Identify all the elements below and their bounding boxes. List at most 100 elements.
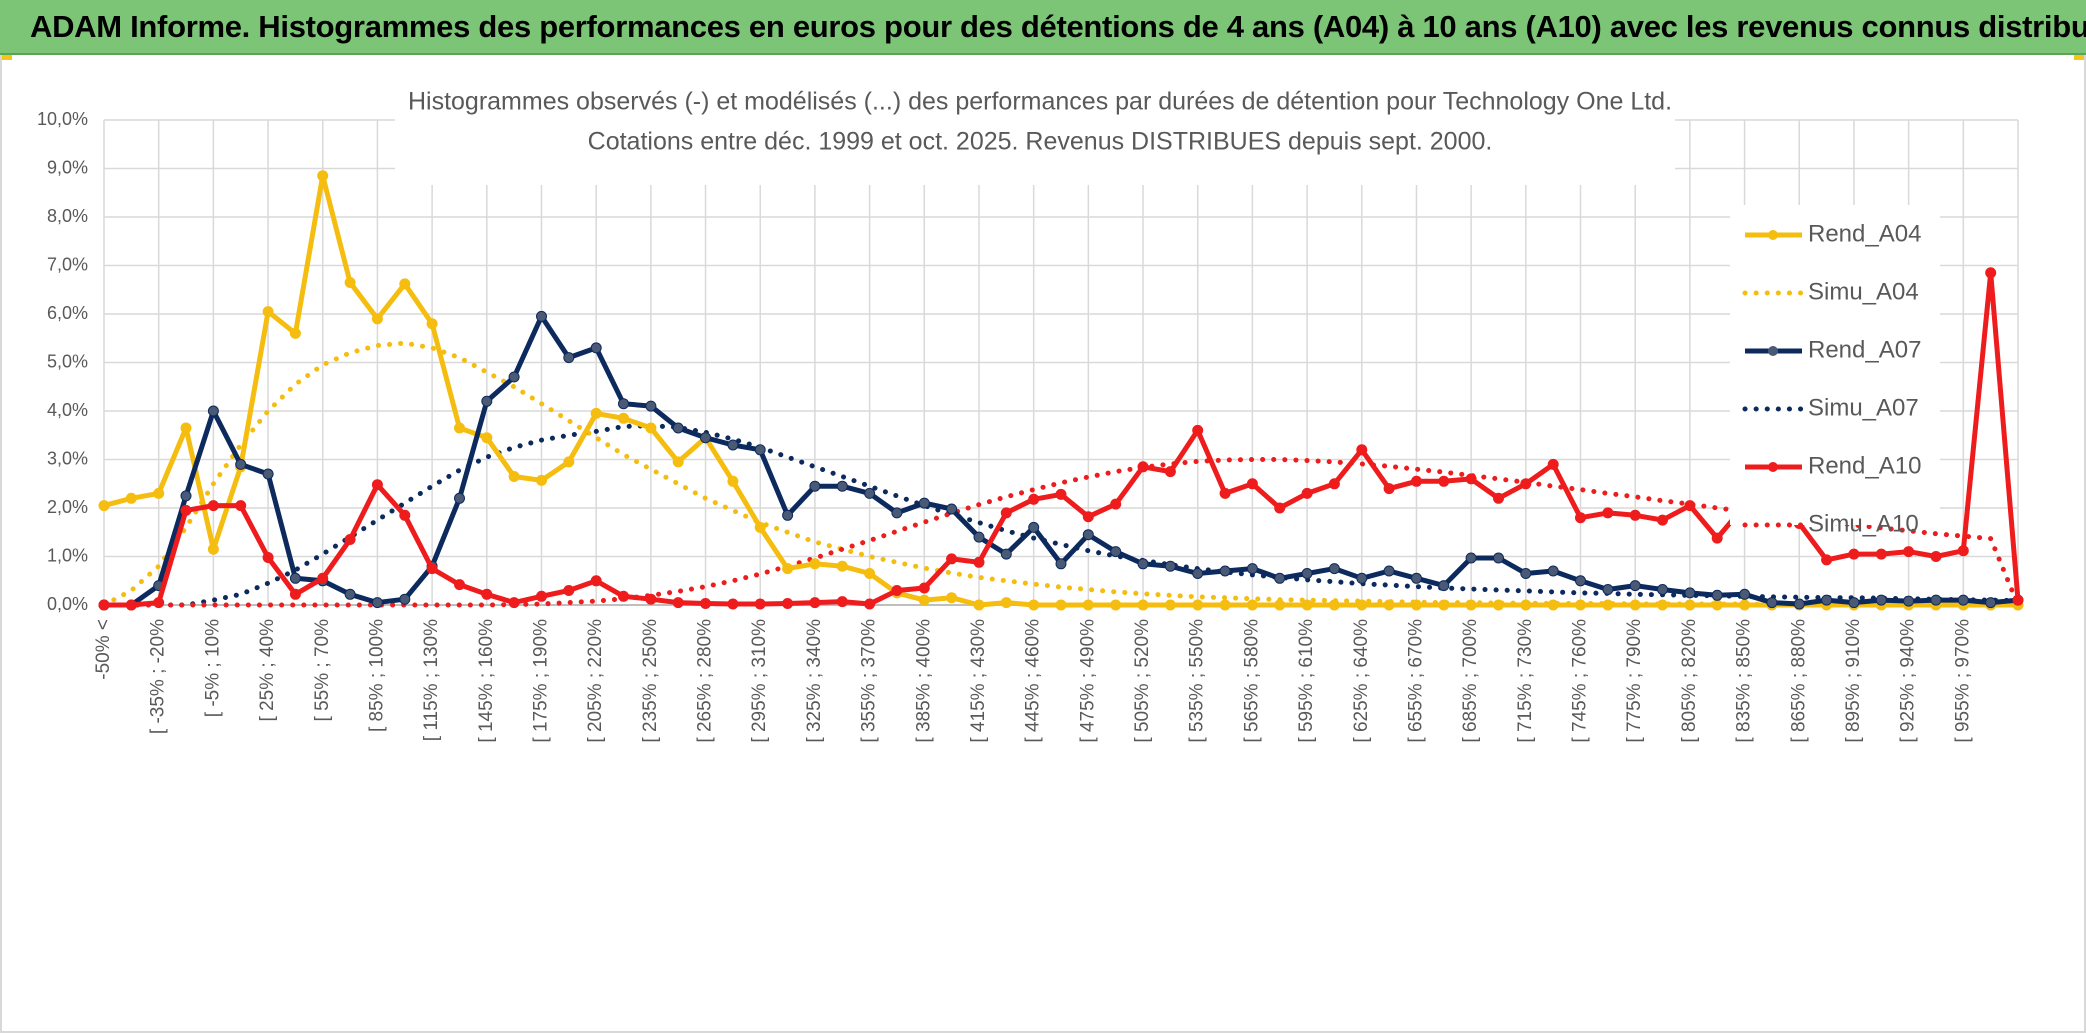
series-line: [101, 340, 2021, 608]
data-point: [1602, 507, 1614, 519]
data-point: [590, 407, 602, 419]
data-point: [1684, 599, 1696, 611]
data-point: [1493, 492, 1504, 504]
series-rend-a07: [98, 310, 2024, 611]
data-point: [1985, 597, 1997, 609]
data-point: [1602, 599, 1614, 611]
data-point: [1493, 599, 1504, 611]
data-point: [1110, 546, 1122, 558]
data-point: [700, 598, 711, 609]
data-point: [727, 598, 739, 610]
data-point: [1739, 599, 1751, 611]
data-point: [125, 599, 137, 611]
data-point: [1465, 552, 1477, 564]
x-tick-label: [ 325% ; 340%: [804, 619, 825, 743]
x-tick-label: [ 85% ; 100%: [366, 619, 387, 732]
data-point: [125, 492, 137, 504]
data-point: [1328, 599, 1340, 611]
data-point: [1356, 572, 1368, 584]
data-point: [1110, 599, 1122, 611]
data-point: [153, 487, 165, 499]
data-point: [973, 599, 985, 611]
data-point: [563, 352, 575, 364]
data-point: [1301, 568, 1313, 579]
data-point: [1000, 548, 1012, 560]
legend-label: Simu_A04: [1808, 278, 1919, 305]
data-point: [1219, 565, 1231, 577]
data-point: [1520, 599, 1532, 611]
y-tick-label: 10,0%: [37, 109, 88, 129]
data-point: [1520, 568, 1532, 579]
x-tick-label: [ 385% ; 400%: [913, 619, 934, 743]
data-point: [1547, 565, 1559, 577]
data-point: [1821, 554, 1833, 566]
legend-marker: [1768, 230, 1778, 240]
chart-title: Histogrammes observés (-) et modélisés (…: [408, 88, 1672, 116]
data-point: [1438, 475, 1450, 487]
x-tick-label: [ 235% ; 250%: [640, 619, 661, 743]
series-rend-a04: [98, 170, 2024, 611]
legend-label: Simu_A07: [1808, 394, 1919, 421]
legend-item: Rend_A07: [1745, 336, 1921, 363]
data-point: [1082, 529, 1094, 541]
data-point: [1411, 572, 1422, 584]
data-point: [1164, 466, 1176, 478]
data-point: [536, 310, 547, 322]
data-point: [1739, 588, 1751, 600]
data-point: [235, 500, 247, 512]
data-point: [1192, 599, 1204, 611]
data-point: [1657, 584, 1668, 595]
x-tick-label: [ 865% ; 880%: [1788, 619, 1809, 743]
data-point: [1356, 444, 1368, 456]
x-tick-label: [ 475% ; 490%: [1077, 619, 1098, 743]
data-point: [973, 531, 985, 543]
data-point: [98, 599, 110, 611]
x-tick-label: [ 115% ; 130%: [421, 619, 442, 741]
data-point: [1465, 473, 1477, 485]
x-tick-label: [ 595% ; 610%: [1296, 619, 1317, 743]
data-point: [809, 558, 821, 570]
data-point: [180, 504, 192, 516]
chart-series: [98, 170, 2024, 611]
data-point: [1575, 575, 1586, 587]
data-point: [1246, 563, 1258, 575]
y-tick-label: 8,0%: [47, 206, 88, 226]
data-point: [1547, 458, 1559, 470]
data-point: [262, 306, 274, 318]
data-point: [344, 277, 356, 288]
data-point: [973, 556, 985, 568]
data-point: [1903, 546, 1915, 558]
data-point: [782, 509, 794, 521]
data-point: [1629, 509, 1641, 521]
data-point: [1110, 498, 1122, 510]
data-point: [645, 422, 657, 434]
data-point: [426, 318, 438, 330]
data-point: [344, 534, 356, 545]
y-tick-label: 3,0%: [47, 448, 88, 468]
data-point: [1438, 599, 1450, 611]
data-point: [1957, 545, 1969, 557]
data-point: [1328, 478, 1340, 490]
x-tick-label: [ -5% ; 10%: [202, 619, 223, 717]
x-tick-label: [ 205% ; 220%: [585, 619, 606, 743]
y-tick-label: 5,0%: [47, 351, 88, 371]
data-point: [454, 579, 465, 591]
x-tick-label: [ 415% ; 430%: [968, 619, 989, 743]
data-point: [454, 422, 465, 434]
x-tick-label: [ 835% ; 850%: [1734, 619, 1755, 743]
data-point: [1711, 599, 1723, 611]
data-point: [1246, 478, 1258, 490]
x-tick-label: [ 265% ; 280%: [695, 619, 716, 743]
data-point: [1848, 597, 1860, 609]
data-point: [754, 598, 766, 610]
legend-marker: [1768, 346, 1778, 356]
data-point: [864, 598, 876, 610]
data-point: [1164, 560, 1176, 572]
x-tick-label: [ 565% ; 580%: [1241, 619, 1262, 743]
data-point: [371, 479, 383, 491]
data-point: [836, 480, 848, 492]
data-point: [207, 405, 219, 417]
page-title: ADAM Informe. Histogrammes des performan…: [30, 9, 2086, 44]
data-point: [645, 593, 657, 605]
corner-mark-left: [0, 55, 12, 60]
